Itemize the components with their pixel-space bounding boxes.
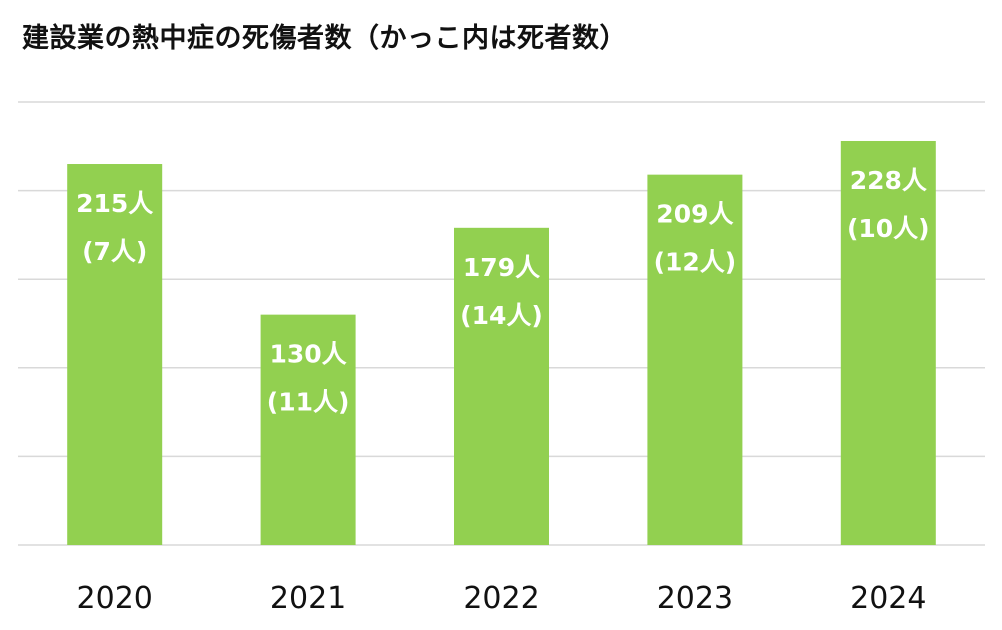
- data-label-deaths-2022: (14人): [460, 301, 543, 330]
- x-axis: 2020 2021 2022 2023 2024: [77, 581, 927, 616]
- data-label-total-2021: 130人: [270, 340, 347, 369]
- data-label-deaths-2020: (7人): [82, 237, 147, 266]
- x-tick-label-2022: 2022: [463, 581, 539, 616]
- data-label-total-2023: 209人: [656, 200, 733, 229]
- data-label-total-2022: 179人: [463, 253, 540, 282]
- chart-title: 建設業の熱中症の死傷者数（かっこ内は死者数）: [22, 23, 627, 54]
- data-label-total-2020: 215人: [76, 189, 153, 218]
- bar-2024: [840, 140, 936, 545]
- bar-2021: [260, 314, 356, 545]
- x-tick-label-2023: 2023: [657, 581, 733, 616]
- bars: [67, 140, 936, 546]
- data-labels: 215人 (7人) 130人 (11人) 179人 (14人) 209人 (12人) 228人 (…: [76, 166, 930, 417]
- data-label-deaths-2024: (10人): [847, 214, 930, 243]
- x-tick-label-2024: 2024: [850, 581, 926, 616]
- x-tick-label-2021: 2021: [270, 581, 346, 616]
- bar-2023: [647, 174, 743, 546]
- data-label-total-2024: 228人: [850, 166, 927, 195]
- data-label-deaths-2021: (11人): [267, 388, 350, 417]
- bar-2022: [454, 227, 549, 545]
- x-tick-label-2020: 2020: [77, 581, 153, 616]
- bar-2020: [67, 164, 163, 545]
- data-label-deaths-2023: (12人): [654, 248, 737, 277]
